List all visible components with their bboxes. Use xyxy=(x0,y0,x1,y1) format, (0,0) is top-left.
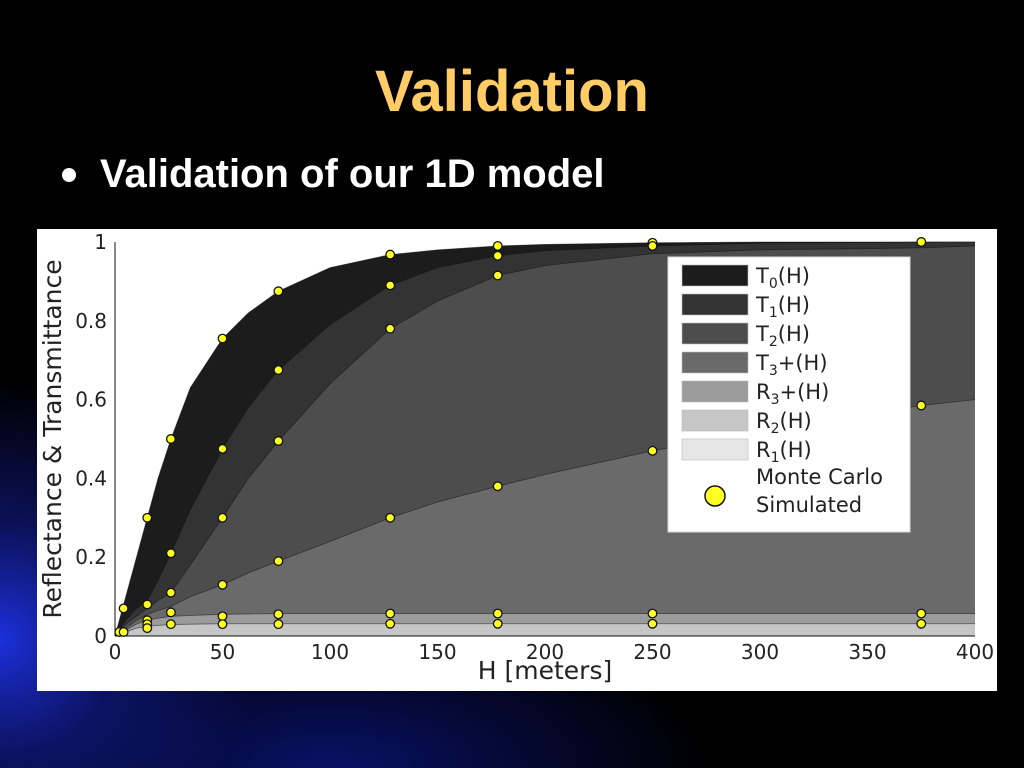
bullet-text: Validation of our 1D model xyxy=(100,152,605,196)
monte-carlo-point xyxy=(217,619,228,630)
x-tick-label: 400 xyxy=(956,640,994,664)
monte-carlo-point xyxy=(142,623,153,634)
y-tick-label: 0 xyxy=(94,624,107,648)
y-tick-label: 0.2 xyxy=(75,545,107,569)
y-tick-label: 0.6 xyxy=(75,388,107,412)
x-tick-label: 0 xyxy=(109,640,122,664)
legend-swatch xyxy=(681,409,749,432)
monte-carlo-point xyxy=(385,280,396,291)
monte-carlo-point xyxy=(492,608,503,619)
monte-carlo-point xyxy=(916,237,927,247)
legend-swatch xyxy=(681,322,749,345)
x-axis-title: H [meters] xyxy=(478,656,612,685)
monte-carlo-point xyxy=(647,618,658,629)
monte-carlo-point xyxy=(217,512,228,523)
chart-frame: 0 50 100 150 200 250 300 350 400 0 0.2 0.4 0.6 0.8 1 H … xyxy=(37,229,997,691)
monte-carlo-point xyxy=(647,608,658,619)
monte-carlo-point xyxy=(118,603,129,614)
monte-carlo-point xyxy=(647,445,658,456)
monte-carlo-point xyxy=(492,240,503,251)
legend-entry-label: R3+(H) xyxy=(756,380,829,408)
y-tick-label: 1 xyxy=(94,230,107,254)
legend-marker-label-line1: Monte Carlo xyxy=(756,465,883,489)
monte-carlo-point xyxy=(273,556,284,567)
monte-carlo-point xyxy=(385,512,396,523)
monte-carlo-point xyxy=(916,608,927,619)
x-tick-label: 300 xyxy=(741,640,779,664)
y-axis-title: Reflectance & Transmittance xyxy=(38,259,67,618)
legend-marker xyxy=(704,485,726,507)
monte-carlo-point xyxy=(647,240,658,251)
legend-entry-label: R1(H) xyxy=(756,438,812,466)
monte-carlo-point xyxy=(492,270,503,281)
legend-swatch xyxy=(681,351,749,374)
monte-carlo-point xyxy=(916,400,927,411)
y-tick-label: 0.8 xyxy=(75,309,107,333)
monte-carlo-point xyxy=(165,619,176,630)
slide-title: Validation xyxy=(375,59,649,124)
monte-carlo-point xyxy=(165,548,176,559)
area-r2-h xyxy=(115,623,975,636)
legend-entry-label: R2(H) xyxy=(756,409,812,437)
monte-carlo-point xyxy=(217,443,228,454)
monte-carlo-points xyxy=(114,237,927,638)
legend-entry-label: T1(H) xyxy=(755,293,810,321)
legend-swatch xyxy=(681,293,749,316)
monte-carlo-point xyxy=(916,618,927,629)
area-chart: 0 50 100 150 200 250 300 350 400 0 0.2 0.4 0.6 0.8 1 H … xyxy=(38,230,994,685)
y-tick-label: 0.4 xyxy=(75,466,107,490)
legend-swatch xyxy=(681,380,749,403)
x-tick-label: 250 xyxy=(633,640,671,664)
monte-carlo-point xyxy=(273,286,284,297)
monte-carlo-point xyxy=(217,333,228,344)
monte-carlo-point xyxy=(492,618,503,629)
legend-entry-label: T0(H) xyxy=(755,264,810,292)
monte-carlo-point xyxy=(385,608,396,619)
bullet-dot-icon xyxy=(62,167,76,182)
x-tick-label: 100 xyxy=(311,640,349,664)
monte-carlo-point xyxy=(142,599,153,610)
monte-carlo-point xyxy=(492,481,503,492)
monte-carlo-point xyxy=(118,627,129,638)
monte-carlo-point xyxy=(165,587,176,598)
x-tick-label: 350 xyxy=(848,640,886,664)
x-tick-label: 150 xyxy=(418,640,456,664)
legend-entry-label: T2(H) xyxy=(755,322,810,350)
monte-carlo-point xyxy=(142,512,153,523)
x-tick-label: 50 xyxy=(210,640,235,664)
legend-entry-label: T3+(H) xyxy=(755,351,828,379)
legend-swatch xyxy=(681,438,749,461)
monte-carlo-point xyxy=(273,365,284,376)
legend: T0(H)T1(H)T2(H)T3+(H)R3+(H)R2(H)R1(H)Mon… xyxy=(667,256,911,533)
legend-swatch xyxy=(681,264,749,287)
monte-carlo-point xyxy=(273,619,284,630)
monte-carlo-point xyxy=(273,436,284,446)
monte-carlo-point xyxy=(273,609,284,620)
monte-carlo-point xyxy=(492,250,503,261)
legend-marker-label-line2: Simulated xyxy=(756,493,862,517)
x-tick-label: 200 xyxy=(526,640,564,664)
monte-carlo-point xyxy=(217,579,228,590)
monte-carlo-point xyxy=(385,618,396,629)
monte-carlo-point xyxy=(385,323,396,334)
monte-carlo-point xyxy=(165,434,176,444)
axes: 0 50 100 150 200 250 300 350 400 0 0.2 0.4 0.6 0.8 1 H … xyxy=(38,230,994,685)
bullet-item: Validation of our 1D model xyxy=(62,152,605,197)
monte-carlo-point xyxy=(385,249,396,260)
curve-t0-h xyxy=(114,241,975,637)
monte-carlo-point xyxy=(165,607,176,618)
